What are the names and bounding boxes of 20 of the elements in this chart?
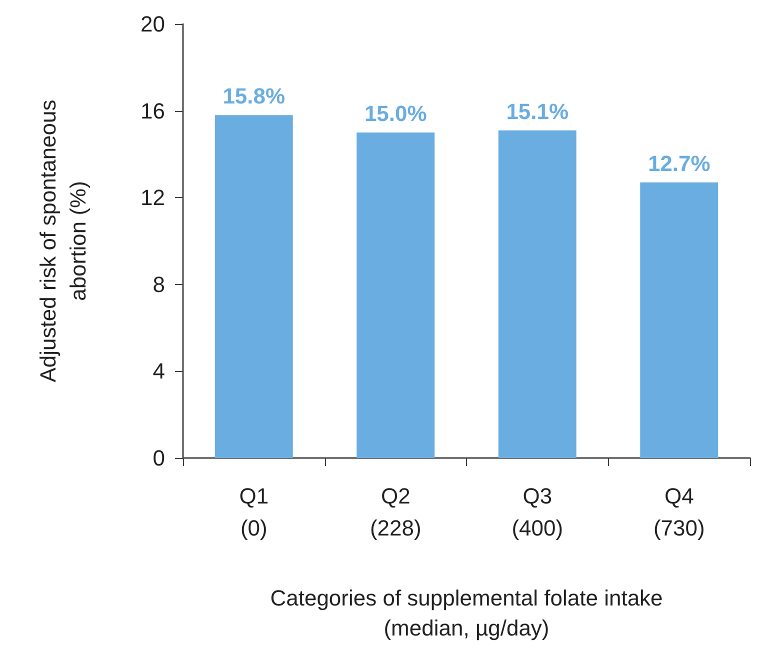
x-tick-label: Q2 (228) <box>370 484 422 540</box>
data-label: 15.1% <box>506 98 569 124</box>
bar <box>498 130 576 458</box>
y-tick-label: 0 <box>152 446 165 470</box>
x-tick-label: Q1 (0) <box>239 484 269 540</box>
x-tick-label: Q3 (400) <box>512 484 564 540</box>
y-tick-label: 8 <box>152 272 165 297</box>
bar <box>640 182 718 458</box>
data-label: 15.0% <box>364 101 427 126</box>
data-label: 12.7% <box>648 150 710 176</box>
y-axis-title: Adjusted risk of spontaneous abortion (%) <box>36 100 90 382</box>
y-tick-label: 4 <box>152 358 165 384</box>
y-tick-label: 20 <box>140 12 165 36</box>
y-tick-label: 12 <box>140 185 165 210</box>
y-tick-label: 16 <box>140 98 165 124</box>
bar <box>214 115 293 458</box>
bar <box>356 132 435 458</box>
data-label: 15.8% <box>222 84 286 109</box>
x-tick-label: Q4 (730) <box>653 484 705 540</box>
x-axis-title: Categories of supplemental folate intake (median, µg/day) <box>270 586 663 640</box>
